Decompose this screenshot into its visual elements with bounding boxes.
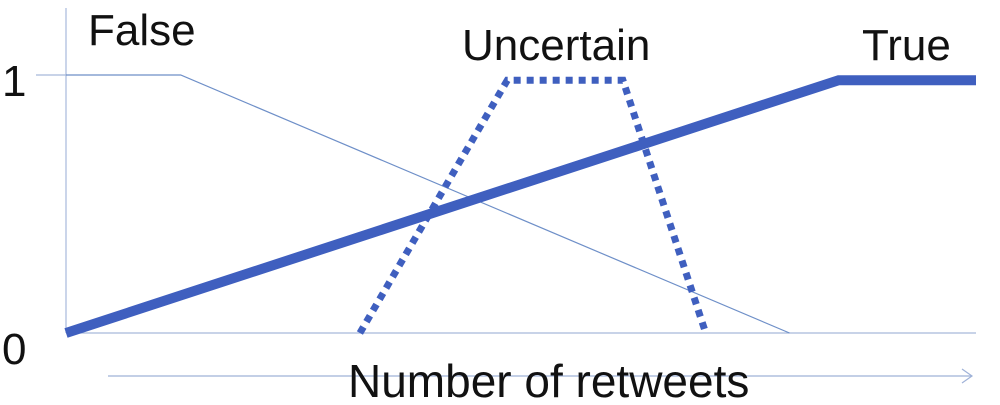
series-layer: [64, 74, 976, 338]
series-line-true: [64, 75, 976, 338]
x-arrow-head: [961, 368, 974, 384]
series-line-false: [66, 74, 790, 334]
series-label-false: False: [88, 6, 196, 55]
axes: [36, 8, 976, 384]
y-tick-label-1: 1: [2, 57, 26, 106]
labels: False Uncertain True 1 0 Number of retwe…: [2, 6, 951, 405]
series-label-true: True: [862, 21, 951, 70]
series-line-uncertain: [356, 76, 710, 335]
series-label-uncertain: Uncertain: [462, 21, 650, 70]
x-axis-label: Number of retweets: [348, 355, 749, 405]
y-tick-label-0: 0: [2, 325, 26, 374]
